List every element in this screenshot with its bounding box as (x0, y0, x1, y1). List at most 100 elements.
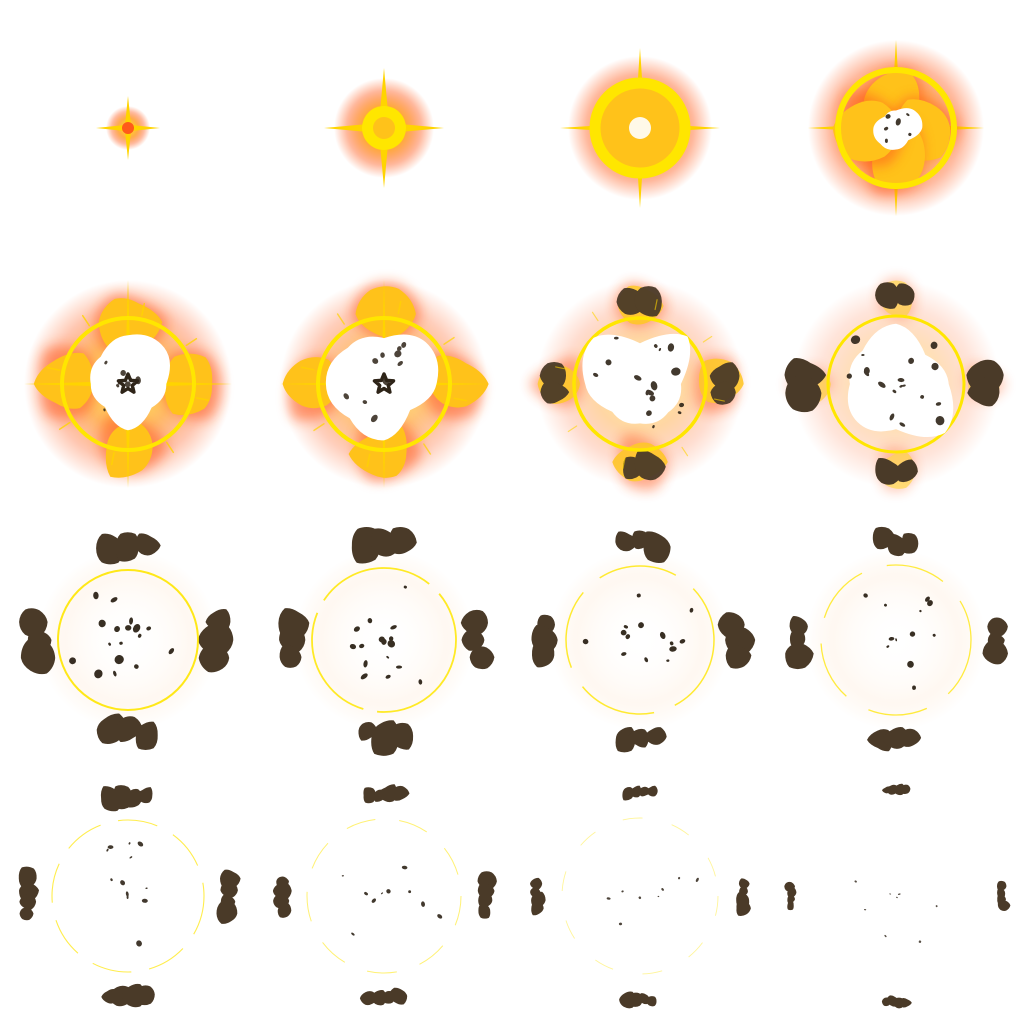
explosion-frame-14 (256, 768, 512, 1024)
debris-chunk (381, 638, 387, 645)
debris-chunk (884, 934, 887, 938)
debris-chunk (394, 350, 402, 358)
debris-chunk (646, 410, 652, 417)
spark-line (46, 366, 61, 371)
debris-chunk (593, 372, 599, 377)
smoke-puff (198, 643, 230, 673)
debris-chunk (125, 625, 132, 631)
debris-chunk (128, 377, 132, 381)
explosion-frame-art (784, 783, 1011, 1009)
debris-chunk (850, 335, 861, 345)
smoke-puff (19, 608, 48, 638)
center-star-icon (116, 372, 140, 394)
debris-chunk (385, 674, 391, 679)
debris-chunk (679, 639, 686, 644)
smoke-puff (115, 532, 139, 562)
smoke-puff (134, 787, 153, 804)
debris-chunk (388, 636, 394, 641)
spark-line (165, 441, 175, 454)
flame-lobe (282, 357, 339, 409)
debris-chunk (846, 373, 852, 379)
spark-line (702, 335, 713, 343)
explosion-frame-art (278, 527, 495, 756)
debris-chunk (145, 887, 148, 889)
debris-chunk (343, 393, 350, 400)
debris-chunk (168, 648, 175, 655)
smoke-puff (709, 362, 740, 391)
debris-chunk (899, 422, 906, 427)
debris-chunk (606, 897, 611, 900)
debris-chunk (669, 646, 677, 652)
debris (69, 591, 175, 679)
debris-chunk (360, 673, 368, 680)
debris-chunk (889, 893, 892, 895)
explosion-frame-8 (768, 256, 1024, 512)
smoke-puff (19, 907, 34, 921)
debris-chunk (137, 841, 144, 847)
debris-chunk (645, 389, 650, 396)
smoke-puff (134, 985, 155, 1006)
spark-line (713, 398, 725, 402)
debris (854, 880, 938, 943)
debris-chunk (363, 660, 368, 668)
smoke-puff (135, 533, 161, 556)
explosion-frame-art (531, 530, 756, 753)
smoke-puff (530, 877, 543, 890)
debris-chunk (638, 896, 642, 900)
smoke-puff (895, 459, 918, 483)
debris-chunk (620, 629, 627, 636)
debris-chunk (695, 877, 699, 882)
explosion-frame-2 (256, 0, 512, 256)
explosion-frame-art (560, 48, 720, 208)
spark-line (555, 366, 567, 370)
spark-lines (46, 302, 210, 466)
debris-chunk (371, 898, 377, 903)
debris-chunk (884, 603, 887, 607)
debris-chunk (653, 344, 658, 348)
white-core (325, 334, 439, 441)
debris-chunk (116, 384, 120, 388)
debris-chunk (885, 114, 891, 119)
debris-chunk (652, 424, 655, 429)
debris-chunk (106, 848, 109, 852)
spark-line (654, 299, 658, 311)
debris-chunk (892, 389, 897, 394)
debris-chunk (136, 940, 142, 947)
smoke-lobes (785, 526, 1008, 752)
debris-chunk (677, 411, 682, 415)
debris-chunk (119, 641, 123, 645)
smoke-puff (18, 866, 37, 889)
residual-glow (550, 550, 730, 730)
debris-chunk (110, 878, 113, 882)
spark-line (110, 451, 115, 466)
spark-line (195, 397, 210, 402)
explosion-frame-13 (0, 768, 256, 1024)
smoke-puff (900, 997, 912, 1008)
explosion-frame-15 (512, 768, 768, 1024)
spark-line (185, 337, 198, 347)
debris-chunk (895, 638, 898, 642)
debris-chunk (897, 893, 901, 895)
spark-lines (300, 300, 468, 468)
debris-chunk (658, 347, 662, 352)
debris-chunk (94, 669, 103, 679)
debris-chunk (636, 593, 641, 598)
debris-chunk (380, 352, 385, 358)
debris-chunk (125, 891, 129, 897)
smoke-puff (644, 727, 667, 745)
smoke-puff (626, 728, 649, 748)
debris-chunk (107, 845, 114, 849)
explosion-frame-art (19, 532, 234, 751)
debris-chunk (878, 381, 886, 388)
explosion-frame-5 (0, 256, 256, 512)
debris-chunk (863, 370, 870, 377)
debris-chunk (908, 132, 912, 137)
explosion-frame-art (785, 526, 1008, 752)
smoke-puff (875, 457, 903, 485)
smoke-puff (787, 887, 797, 898)
debris-chunk (912, 685, 916, 690)
smoke-puff (460, 609, 488, 635)
debris-chunk (888, 636, 895, 641)
spark-line (622, 457, 626, 469)
debris-chunk (889, 413, 895, 421)
